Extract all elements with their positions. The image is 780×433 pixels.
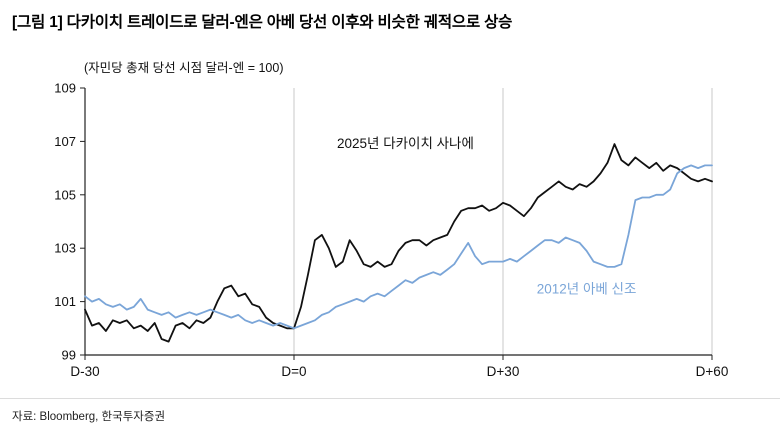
series-label: 2025년 다카이치 사나에 [337,136,474,151]
line-chart-area: 99 101 103 105 107 109 D-30 D=0 D+30 D+60 2025년 다카… [30,78,730,386]
series-line [84,164,713,330]
y-tick-label: 101 [54,294,76,309]
y-tick-label: 105 [54,187,76,202]
y-tick-label: 99 [62,348,76,363]
series-line [84,143,713,343]
x-tick-label: D+30 [487,364,520,379]
x-tick-label: D+60 [696,364,729,379]
usdjpy-line-chart: 99 101 103 105 107 109 D-30 D=0 D+30 D+60 2025년 다카… [54,81,729,380]
x-tick-label: D-30 [70,364,99,379]
chart-subtitle: (자민당 총재 당선 시점 달러-엔 = 100) [84,61,284,75]
x-tick-label: D=0 [281,364,306,379]
y-tick-label: 103 [54,241,76,256]
source-note: 자료: Bloomberg, 한국투자증권 [0,398,780,424]
series-label: 2012년 아베 신조 [537,282,637,297]
figure-title: [그림 1] 다카이치 트레이드로 달러-엔은 아베 당선 이후와 비슷한 궤적… [12,14,513,31]
y-tick-label: 107 [54,134,76,149]
y-tick-label: 109 [54,81,76,96]
